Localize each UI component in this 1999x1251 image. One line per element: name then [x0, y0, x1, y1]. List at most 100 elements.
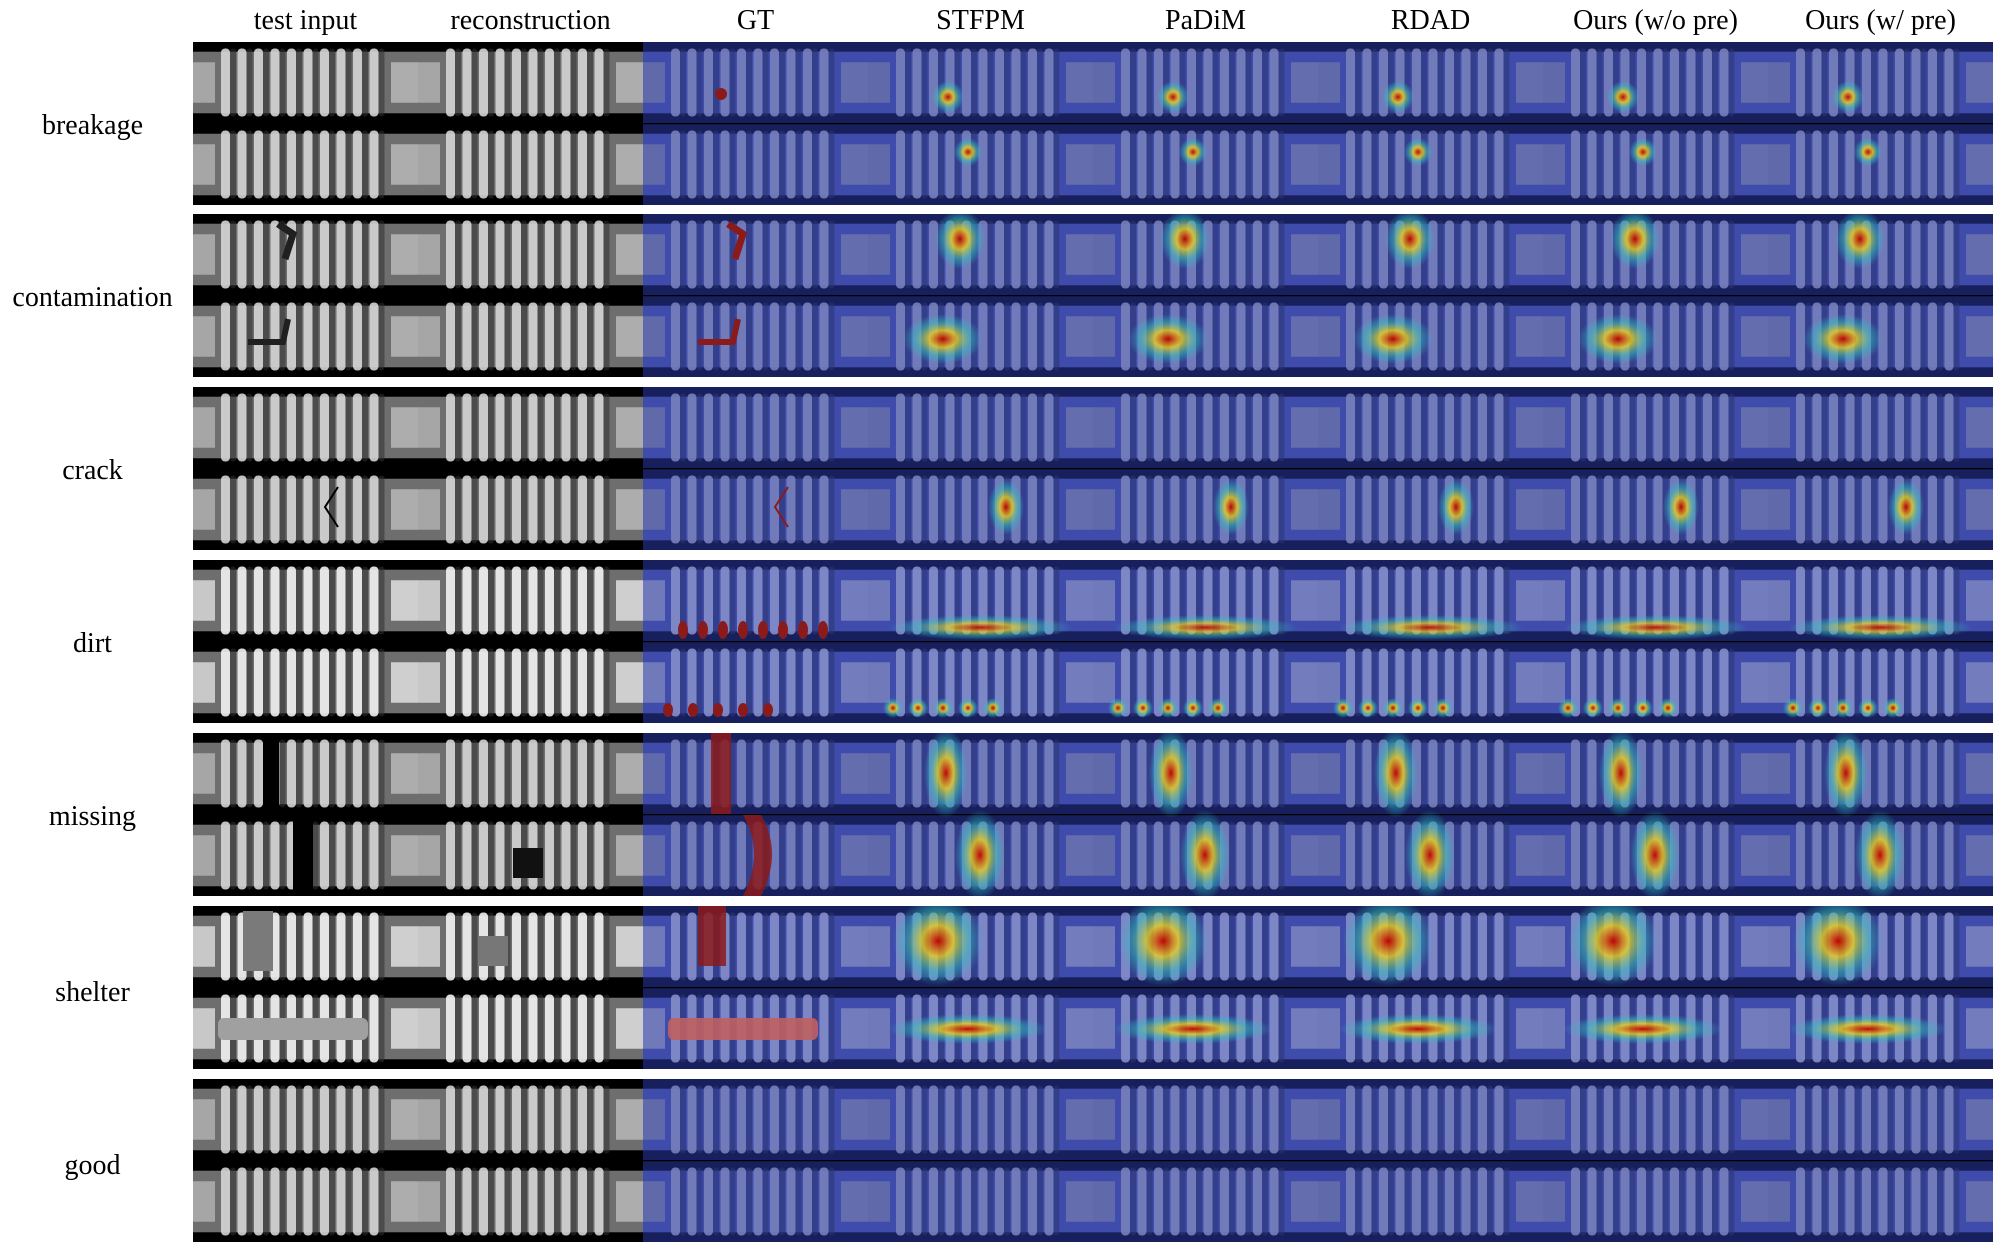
image-cell — [1093, 733, 1318, 896]
insulator-image — [868, 560, 1093, 723]
image-cell — [1543, 42, 1768, 205]
row-label-crack: crack — [62, 455, 123, 486]
insulator-image — [1318, 560, 1543, 723]
image-cell — [1768, 733, 1993, 896]
image-cell — [418, 733, 643, 896]
row-label-good: good — [64, 1150, 121, 1181]
column-title-ours-w-pre: Ours (w/ pre) — [1805, 5, 1956, 36]
image-cell — [643, 214, 868, 377]
column-title-rdad: RDAD — [1390, 5, 1471, 36]
image-cell — [868, 387, 1093, 550]
image-cell — [193, 42, 418, 205]
insulator-image — [1543, 214, 1768, 377]
insulator-image — [1543, 733, 1768, 896]
image-cell — [1318, 560, 1543, 723]
image-cell — [1318, 214, 1543, 377]
image-cell — [418, 560, 643, 723]
image-cell — [643, 42, 868, 205]
column-title-gt: GT — [736, 5, 775, 36]
insulator-image — [193, 911, 418, 1063]
image-cell — [1093, 214, 1318, 377]
insulator-image — [193, 566, 418, 717]
image-cell — [1768, 906, 1993, 1069]
image-cell — [1318, 1079, 1543, 1242]
image-cell — [643, 1079, 868, 1242]
image-cell — [1093, 906, 1318, 1069]
insulator-image — [193, 393, 418, 544]
insulator-image — [418, 48, 643, 199]
image-cell — [1093, 560, 1318, 723]
row-label-dirt: dirt — [73, 628, 112, 659]
insulator-image — [643, 906, 868, 1069]
insulator-image — [1543, 1079, 1768, 1242]
insulator-image — [1318, 733, 1543, 896]
insulator-image — [1093, 42, 1318, 205]
insulator-image — [1318, 42, 1543, 205]
image-cell — [193, 560, 418, 723]
image-cell — [1318, 387, 1543, 550]
column-title-padim: PaDiM — [1165, 5, 1246, 36]
insulator-image — [1543, 560, 1768, 723]
insulator-image — [1093, 387, 1318, 550]
column-title-test-input: test input — [253, 5, 358, 36]
insulator-image — [1768, 1079, 1993, 1242]
column-title-ours-wo-pre: Ours (w/o pre) — [1573, 5, 1738, 36]
image-cell — [643, 906, 868, 1069]
image-cell — [1093, 387, 1318, 550]
insulator-image — [1093, 560, 1318, 723]
insulator-image — [193, 733, 418, 896]
insulator-image — [193, 220, 418, 371]
insulator-image — [868, 906, 1093, 1069]
image-cell — [1093, 42, 1318, 205]
image-cell — [418, 42, 643, 205]
row-label-breakage: breakage — [41, 110, 144, 141]
insulator-image — [868, 1079, 1093, 1242]
image-cell — [418, 1079, 643, 1242]
insulator-image — [1093, 906, 1318, 1069]
insulator-image — [1768, 387, 1993, 550]
image-cell — [1093, 1079, 1318, 1242]
insulator-image — [643, 42, 868, 205]
image-cell — [868, 560, 1093, 723]
insulator-image — [418, 566, 643, 717]
insulator-image — [193, 1085, 418, 1236]
image-cell — [868, 733, 1093, 896]
image-cell — [418, 387, 643, 550]
image-cell — [1543, 733, 1768, 896]
insulator-image — [1318, 387, 1543, 550]
insulator-image — [643, 560, 868, 723]
insulator-image — [1543, 42, 1768, 205]
insulator-image — [1543, 387, 1768, 550]
insulator-image — [868, 214, 1093, 377]
insulator-image — [1768, 42, 1993, 205]
image-cell — [1768, 560, 1993, 723]
insulator-image — [1768, 560, 1993, 723]
insulator-image — [1768, 906, 1993, 1069]
insulator-image — [1093, 214, 1318, 377]
image-cell — [418, 214, 643, 377]
row-label-shelter: shelter — [55, 977, 130, 1008]
column-header-row: test input reconstruction GT STFPM PaDiM… — [193, 0, 1993, 42]
image-cell — [643, 560, 868, 723]
image-cell — [868, 906, 1093, 1069]
image-cell — [643, 387, 868, 550]
insulator-image — [418, 1085, 643, 1236]
insulator-image — [868, 42, 1093, 205]
insulator-image — [418, 220, 643, 371]
insulator-image — [1318, 214, 1543, 377]
image-cell — [193, 733, 418, 896]
image-cell — [418, 906, 643, 1069]
image-cell — [193, 387, 418, 550]
insulator-image — [1318, 906, 1543, 1069]
image-cell — [1318, 906, 1543, 1069]
insulator-image — [1543, 906, 1768, 1069]
insulator-image — [643, 214, 868, 377]
insulator-image — [868, 387, 1093, 550]
insulator-image — [1318, 1079, 1543, 1242]
image-cell — [868, 214, 1093, 377]
insulator-image — [643, 733, 868, 896]
image-cell — [1318, 42, 1543, 205]
image-cell — [193, 906, 418, 1069]
image-cell — [1543, 906, 1768, 1069]
